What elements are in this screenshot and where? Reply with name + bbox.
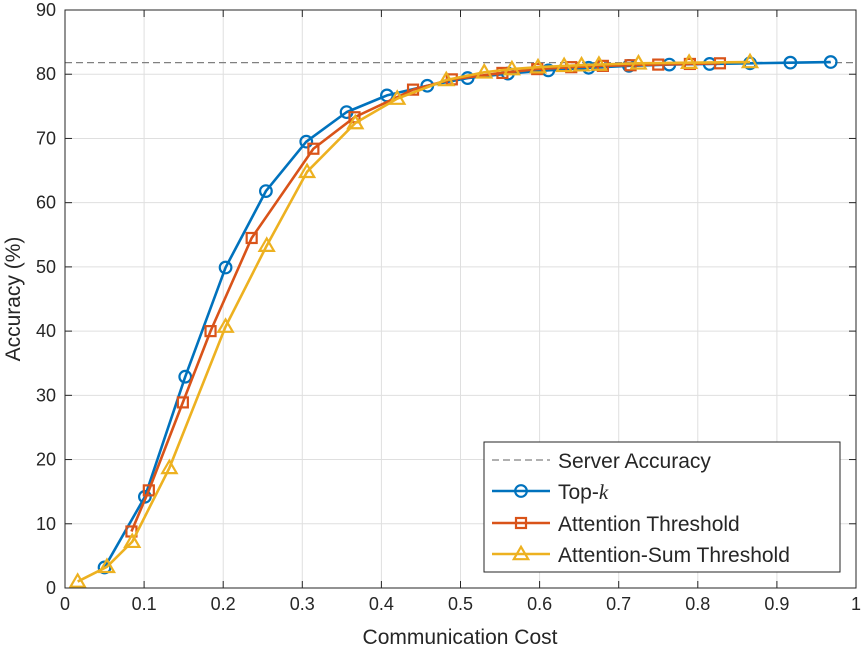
data-point-attention-sum-threshold <box>257 236 276 252</box>
data-point-attention-sum-threshold <box>68 572 87 588</box>
y-tick-label: 90 <box>36 0 56 20</box>
data-point-attention-sum-threshold <box>437 70 456 87</box>
x-tick-label: 0 <box>60 594 70 614</box>
plot-frame <box>64 9 857 589</box>
x-axis-title: Communication Cost <box>363 626 558 649</box>
data-point-top-k <box>299 134 314 149</box>
data-point-attention-sum-threshold <box>679 53 699 69</box>
data-point-attention-sum-threshold <box>528 57 548 74</box>
data-point-attention-threshold <box>204 325 217 338</box>
legend-swatch-top-k <box>492 484 550 498</box>
legend-label-top-k-prefix: Top- <box>558 481 599 504</box>
legend-label-top-k-variable: k <box>599 480 609 504</box>
legend-label-server-accuracy: Server Accuracy <box>558 450 711 473</box>
data-point-attention-threshold <box>245 231 258 245</box>
data-point-attention-threshold <box>142 484 155 497</box>
x-tick-label: 0.3 <box>290 594 315 614</box>
data-point-top-k <box>783 55 798 70</box>
data-point-attention-threshold <box>176 396 189 409</box>
legend-label-attention-sum-threshold: Attention-Sum Threshold <box>558 544 790 567</box>
legend-marker-attention-sum-threshold <box>511 544 531 561</box>
legend-label-attention-threshold: Attention Threshold <box>558 513 740 536</box>
x-tick-label: 0.1 <box>132 594 157 614</box>
y-tick-label: 60 <box>36 193 56 213</box>
legend-marker-attention-threshold <box>514 516 528 530</box>
x-tick-label: 0.8 <box>685 594 710 614</box>
data-point-attention-threshold <box>307 142 320 155</box>
data-point-attention-sum-threshold <box>629 53 648 70</box>
legend-swatch-attention-sum-threshold <box>492 544 550 561</box>
x-tick-label: 0.7 <box>606 594 631 614</box>
x-tick-label: 0.4 <box>369 594 394 614</box>
legend-box <box>483 441 841 573</box>
data-point-attention-sum-threshold <box>388 89 407 105</box>
data-point-top-k <box>823 55 838 69</box>
series-layer <box>68 52 838 588</box>
data-point-attention-sum-threshold <box>572 55 591 72</box>
data-point-attention-sum-threshold <box>555 56 574 73</box>
x-tick-label: 0.2 <box>211 594 236 614</box>
data-point-attention-threshold <box>652 58 665 71</box>
x-tick-label: 0.6 <box>527 594 552 614</box>
series-line-attention-sum-threshold <box>77 60 751 583</box>
y-tick-label: 20 <box>36 450 56 470</box>
data-point-top-k <box>218 260 233 275</box>
legend-label-top-k: Top-k <box>558 480 609 504</box>
data-point-attention-sum-threshold <box>97 557 117 574</box>
y-tick-label: 10 <box>36 514 56 534</box>
data-point-attention-sum-threshold <box>123 532 142 549</box>
legend-marker-top-k <box>514 484 528 498</box>
tick-labels-layer: 0 0.1 0.2 0.3 0.4 0.5 0.6 0.7 0.8 0.9 101020304050… <box>36 0 861 614</box>
series-attention-sum-threshold <box>68 52 760 588</box>
data-point-attention-sum-threshold <box>502 59 522 76</box>
data-point-top-k <box>178 369 193 384</box>
y-axis-title: Accuracy (%) <box>2 237 25 362</box>
y-tick-label: 40 <box>36 321 56 341</box>
data-point-attention-sum-threshold <box>216 317 235 333</box>
data-point-attention-sum-threshold <box>475 62 494 79</box>
data-point-top-k <box>259 184 273 199</box>
x-tick-label: 0.5 <box>448 594 473 614</box>
data-point-attention-sum-threshold <box>160 458 179 475</box>
x-tick-label: 0.9 <box>764 594 789 614</box>
legend: Server Accuracy Top-k Attention Threshol… <box>483 441 841 573</box>
axes-layer <box>64 9 857 589</box>
y-tick-label: 70 <box>36 128 56 148</box>
y-tick-label: 30 <box>36 385 56 405</box>
data-point-attention-threshold <box>496 66 509 80</box>
data-point-attention-sum-threshold <box>297 162 317 179</box>
data-point-attention-sum-threshold <box>589 55 609 71</box>
y-tick-label: 50 <box>36 257 56 277</box>
data-point-attention-threshold <box>624 59 637 72</box>
data-point-attention-sum-threshold <box>346 113 365 130</box>
y-tick-label: 80 <box>36 64 56 84</box>
y-tick-label: 0 <box>46 578 56 598</box>
data-point-attention-sum-threshold <box>740 52 760 69</box>
x-tick-label: 1 <box>851 594 861 614</box>
legend-swatch-attention-threshold <box>492 516 550 530</box>
